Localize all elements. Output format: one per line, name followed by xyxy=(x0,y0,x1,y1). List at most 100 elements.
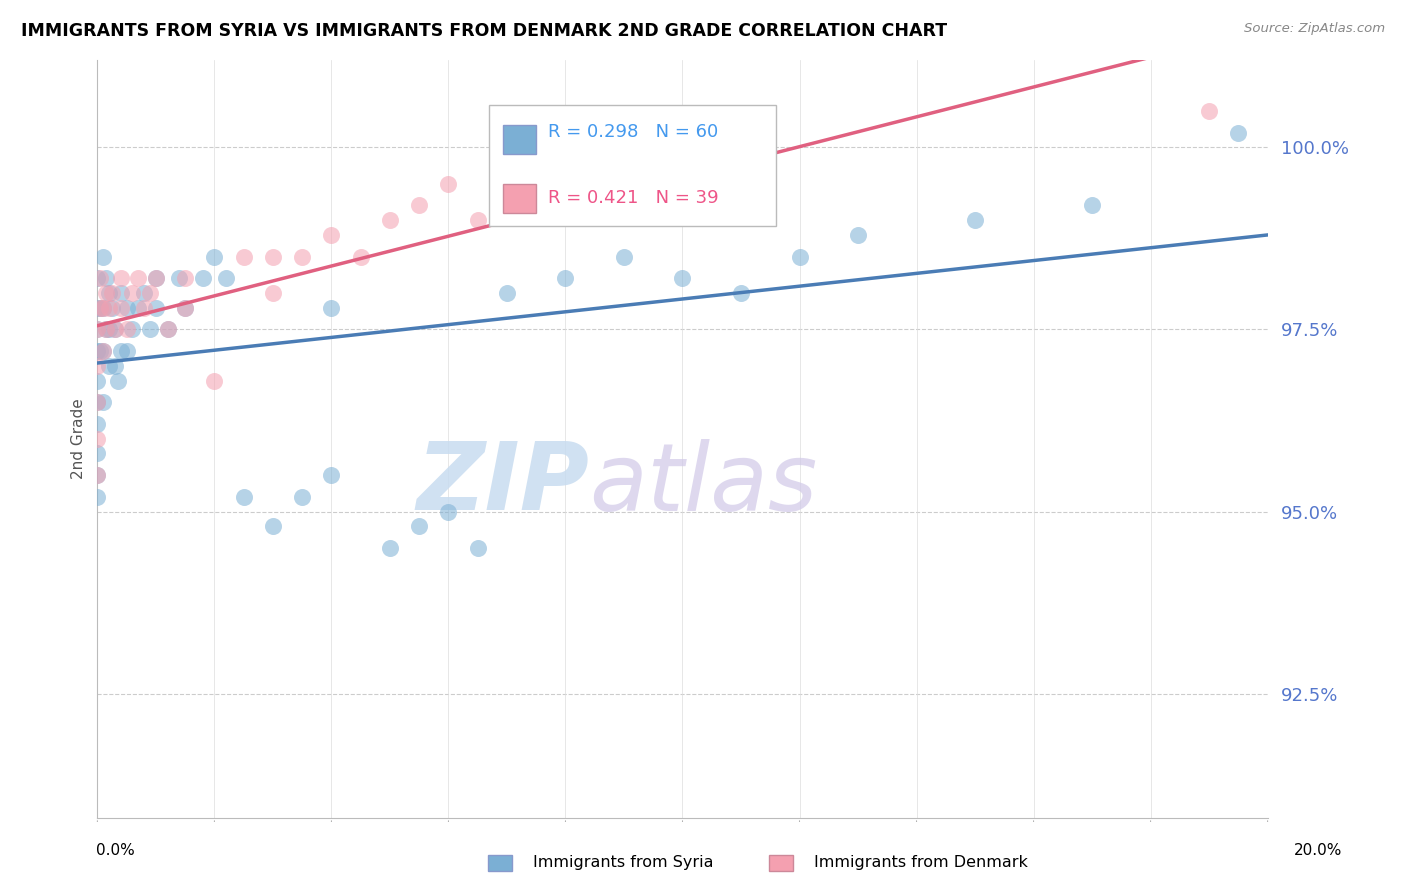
Point xyxy=(174,271,197,285)
Point xyxy=(91,301,114,315)
Point xyxy=(846,227,869,242)
Point xyxy=(613,250,636,264)
Point xyxy=(86,395,108,409)
Point xyxy=(121,285,143,300)
FancyBboxPatch shape xyxy=(503,125,536,154)
Point xyxy=(86,322,108,336)
Point xyxy=(139,285,162,300)
Point xyxy=(91,395,114,409)
Point xyxy=(174,301,197,315)
Point xyxy=(191,271,214,285)
Point xyxy=(89,344,111,359)
Point xyxy=(145,271,167,285)
Point xyxy=(321,301,343,315)
Text: ZIP: ZIP xyxy=(416,438,589,531)
Point xyxy=(89,301,111,315)
Point xyxy=(1227,126,1250,140)
Point xyxy=(321,468,343,483)
Point xyxy=(115,301,138,315)
Point xyxy=(94,322,117,336)
Point xyxy=(89,271,111,285)
Point xyxy=(86,490,108,504)
Point xyxy=(262,519,284,533)
Text: 0.0%: 0.0% xyxy=(96,843,135,858)
Point xyxy=(262,285,284,300)
Y-axis label: 2nd Grade: 2nd Grade xyxy=(72,399,86,479)
Point xyxy=(98,301,121,315)
Point xyxy=(554,271,576,285)
Point xyxy=(104,359,127,373)
Point xyxy=(86,468,108,483)
Point xyxy=(174,301,197,315)
Point xyxy=(215,271,238,285)
Point xyxy=(554,177,576,191)
Point xyxy=(104,322,127,336)
Point xyxy=(467,213,489,227)
Text: Immigrants from Denmark: Immigrants from Denmark xyxy=(773,855,1028,870)
Point xyxy=(86,468,108,483)
Text: Source: ZipAtlas.com: Source: ZipAtlas.com xyxy=(1244,22,1385,36)
Point xyxy=(156,322,179,336)
Point xyxy=(86,417,108,432)
Point xyxy=(91,301,114,315)
Point xyxy=(350,250,373,264)
Point xyxy=(134,285,156,300)
Point xyxy=(110,301,132,315)
Point xyxy=(145,271,167,285)
Point xyxy=(115,344,138,359)
Text: 20.0%: 20.0% xyxy=(1295,843,1343,858)
Point xyxy=(262,250,284,264)
Point xyxy=(408,198,430,212)
Point xyxy=(86,432,108,446)
Point xyxy=(91,250,114,264)
Point xyxy=(169,271,191,285)
FancyBboxPatch shape xyxy=(503,184,536,213)
Point xyxy=(232,250,254,264)
Text: IMMIGRANTS FROM SYRIA VS IMMIGRANTS FROM DENMARK 2ND GRADE CORRELATION CHART: IMMIGRANTS FROM SYRIA VS IMMIGRANTS FROM… xyxy=(21,22,948,40)
Point xyxy=(321,227,343,242)
Point xyxy=(115,322,138,336)
Point xyxy=(110,285,132,300)
Point xyxy=(101,285,124,300)
Point xyxy=(145,301,167,315)
Point xyxy=(378,213,401,227)
Point xyxy=(232,490,254,504)
Point xyxy=(107,374,129,388)
Point xyxy=(86,446,108,460)
Point xyxy=(1198,103,1220,118)
Point xyxy=(437,505,460,519)
Point xyxy=(496,198,519,212)
Point xyxy=(110,271,132,285)
Point xyxy=(671,271,693,285)
Point xyxy=(121,322,143,336)
Point xyxy=(127,271,149,285)
Point xyxy=(408,519,430,533)
Point xyxy=(291,490,314,504)
Point xyxy=(86,271,108,285)
Point xyxy=(98,359,121,373)
Point xyxy=(963,213,986,227)
Point xyxy=(86,395,108,409)
Point xyxy=(1081,198,1104,212)
Point xyxy=(789,250,811,264)
Point xyxy=(110,344,132,359)
Point xyxy=(104,322,127,336)
Point xyxy=(202,374,225,388)
Text: Immigrants from Syria: Immigrants from Syria xyxy=(492,855,714,870)
Point xyxy=(378,541,401,556)
Point xyxy=(730,285,752,300)
Point xyxy=(91,344,114,359)
Point xyxy=(91,344,114,359)
Point xyxy=(94,271,117,285)
Point xyxy=(94,285,117,300)
Point xyxy=(89,301,111,315)
Point xyxy=(86,301,108,315)
Point xyxy=(139,322,162,336)
Point xyxy=(496,285,519,300)
Point xyxy=(101,301,124,315)
Point xyxy=(86,374,108,388)
Text: atlas: atlas xyxy=(589,439,817,530)
FancyBboxPatch shape xyxy=(489,105,776,227)
Point xyxy=(127,301,149,315)
Point xyxy=(98,322,121,336)
